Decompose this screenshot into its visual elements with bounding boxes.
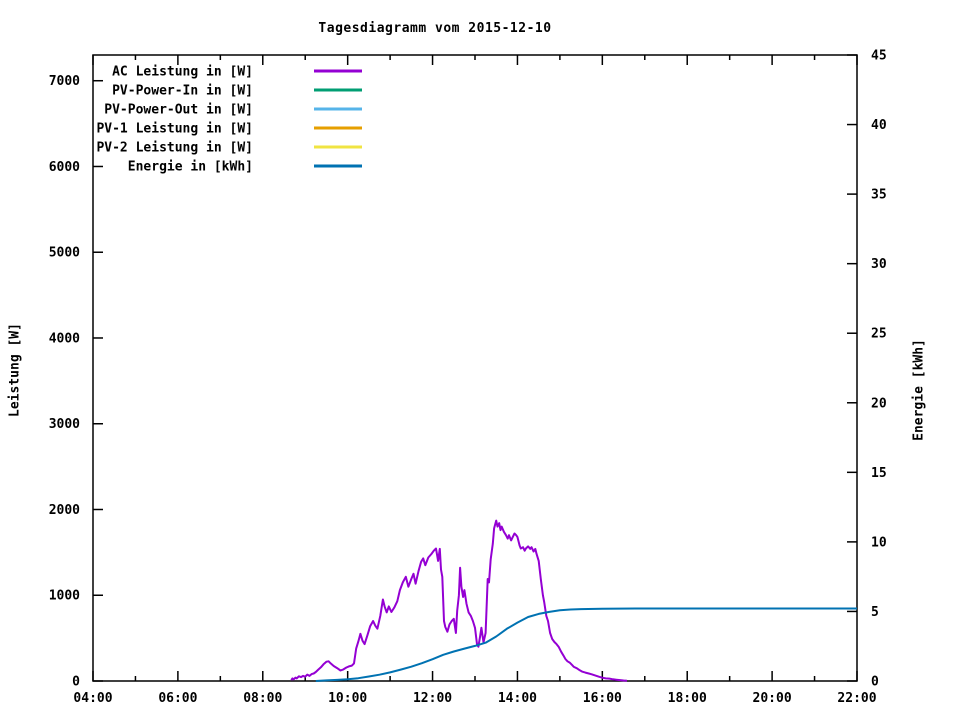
chart-title: Tagesdiagramm vom 2015-12-10 [318, 21, 552, 36]
y-left-tick-label: 3000 [49, 417, 80, 432]
y-right-tick-label: 5 [871, 605, 879, 620]
y-right-tick-label: 0 [871, 675, 879, 690]
y-right-tick-label: 15 [871, 466, 887, 481]
x-tick-label: 16:00 [583, 691, 622, 706]
x-tick-label: 20:00 [753, 691, 792, 706]
y-right-tick-label: 35 [871, 188, 887, 203]
legend-label: PV-2 Leistung in [W] [96, 141, 253, 156]
y-left-tick-label: 0 [72, 675, 80, 690]
y-left-tick-label: 2000 [49, 503, 80, 518]
y-left-tick-label: 1000 [49, 589, 80, 604]
legend-label: PV-Power-Out in [W] [104, 103, 253, 118]
x-tick-label: 06:00 [158, 691, 197, 706]
y-right-tick-label: 10 [871, 535, 887, 550]
y-left-tick-label: 4000 [49, 331, 80, 346]
series-ac-leistung-in-w [290, 519, 628, 682]
y-left-tick-label: 7000 [49, 74, 80, 89]
legend-label: PV-Power-In in [W] [112, 84, 253, 99]
x-tick-label: 18:00 [668, 691, 707, 706]
x-tick-label: 04:00 [73, 691, 112, 706]
y-left-tick-label: 5000 [49, 246, 80, 261]
y-right-tick-label: 45 [871, 49, 887, 64]
y-right-tick-label: 40 [871, 118, 887, 133]
y-left-tick-label: 6000 [49, 160, 80, 175]
y-right-tick-label: 20 [871, 396, 887, 411]
x-tick-label: 22:00 [837, 691, 876, 706]
x-tick-label: 08:00 [243, 691, 282, 706]
series-energie-in-kwh [315, 607, 857, 682]
y-right-tick-label: 25 [871, 327, 887, 342]
x-tick-label: 10:00 [328, 691, 367, 706]
legend-label: PV-1 Leistung in [W] [96, 122, 253, 137]
legend-label: Energie in [kWh] [128, 160, 253, 175]
x-tick-label: 12:00 [413, 691, 452, 706]
y-right-tick-label: 30 [871, 257, 887, 272]
x-tick-label: 14:00 [498, 691, 537, 706]
legend-label: AC Leistung in [W] [112, 65, 253, 80]
